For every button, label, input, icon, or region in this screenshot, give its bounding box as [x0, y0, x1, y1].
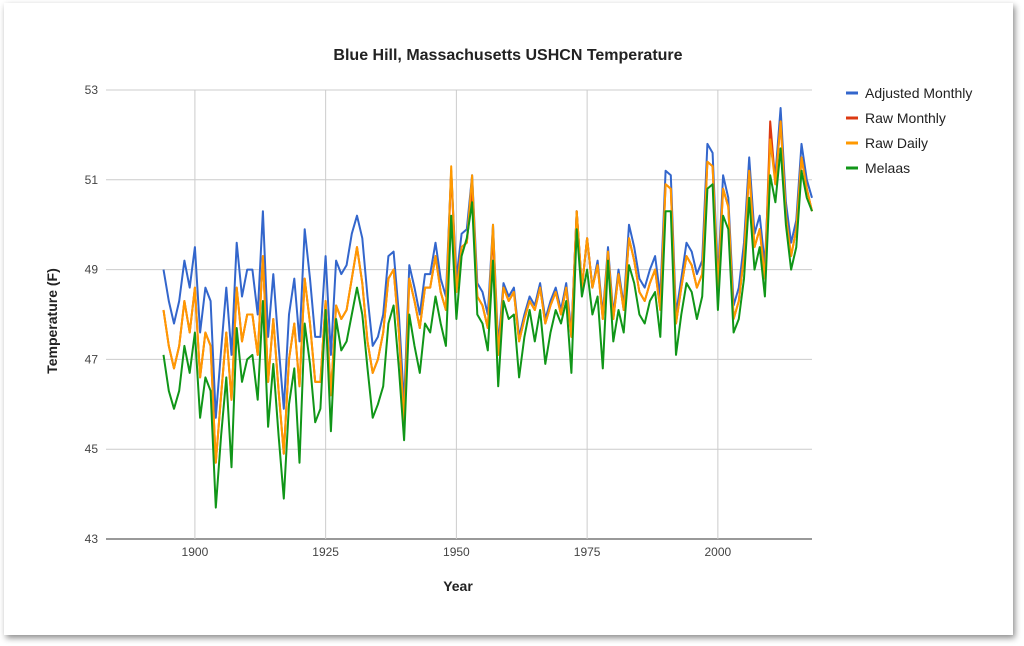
- legend-label-adjusted-monthly: Adjusted Monthly: [865, 85, 972, 101]
- series-line-raw-daily: [162, 120, 813, 464]
- series-line-adjusted-monthly: [162, 107, 813, 419]
- series-lines: [162, 107, 813, 509]
- x-tick-label: 2000: [705, 545, 732, 559]
- y-tick-label: 43: [85, 532, 99, 546]
- y-axis-ticks: 43 45 47 49 51 53: [85, 83, 99, 546]
- y-tick-label: 47: [85, 352, 99, 366]
- x-tick-label: 1900: [182, 545, 209, 559]
- legend-label-raw-monthly: Raw Monthly: [865, 110, 946, 126]
- y-tick-label: 45: [85, 442, 99, 456]
- x-axis-title: Year: [443, 578, 473, 594]
- x-axis-ticks: 1900 1925 1950 1975 2000: [182, 545, 732, 559]
- chart-title: Blue Hill, Massachusetts USHCN Temperatu…: [333, 47, 682, 64]
- legend-label-raw-daily: Raw Daily: [865, 135, 928, 151]
- x-tick-label: 1925: [312, 545, 339, 559]
- x-tick-label: 1950: [443, 545, 470, 559]
- y-tick-label: 51: [85, 173, 99, 187]
- series-line-melaas: [162, 147, 813, 509]
- y-tick-label: 49: [85, 263, 99, 277]
- legend: Adjusted Monthly Raw Monthly Raw Daily Mela…: [846, 85, 972, 176]
- x-tick-label: 1975: [574, 545, 601, 559]
- y-axis-title: Temperature (F): [44, 268, 60, 374]
- legend-label-melaas: Melaas: [865, 160, 910, 176]
- y-tick-label: 53: [85, 83, 99, 97]
